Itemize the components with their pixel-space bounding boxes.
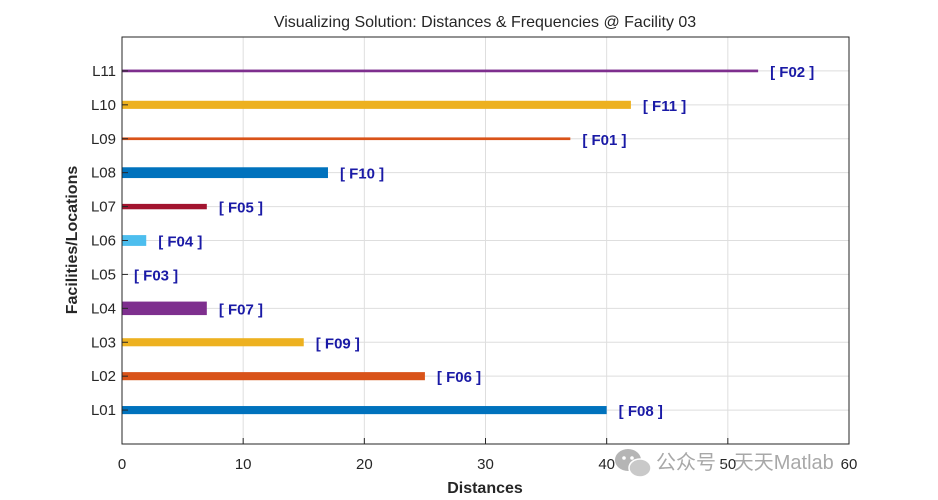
bar-l06 bbox=[122, 235, 147, 246]
y-tick-label: L01 bbox=[91, 402, 116, 419]
watermark-text: 公众号 · 天天Matlab bbox=[656, 451, 834, 474]
bar-data-label: [ F03 ] bbox=[134, 267, 178, 284]
y-tick-labels: L01 L02 L03 L04 L05 L06 L07 L08 L09 L10 L11 bbox=[91, 63, 128, 419]
y-axis-label: Facilities/Locations bbox=[64, 166, 81, 315]
y-tick-label: L08 bbox=[91, 165, 116, 182]
bar-data-label: [ F09 ] bbox=[316, 335, 360, 352]
x-tick-label: 10 bbox=[235, 456, 252, 473]
chart-title: Visualizing Solution: Distances & Freque… bbox=[274, 14, 696, 31]
y-tick-label: L11 bbox=[92, 63, 116, 80]
bar-l02 bbox=[122, 372, 425, 381]
x-tick-label: 40 bbox=[598, 456, 615, 473]
bar-data-label: [ F04 ] bbox=[158, 234, 202, 251]
watermark: 公众号 · 天天Matlab bbox=[615, 449, 834, 478]
bar-l09 bbox=[122, 137, 571, 141]
bar-l03 bbox=[122, 338, 304, 347]
y-tick-label: L03 bbox=[91, 334, 116, 351]
bar-l04 bbox=[122, 301, 207, 316]
bar-labels-group: [ F08 ] [ F06 ] [ F09 ] [ F07 ] [ F03 ] [ F04… bbox=[134, 64, 814, 420]
y-tick-label: L07 bbox=[91, 199, 116, 216]
y-tick-label: L09 bbox=[91, 131, 116, 148]
bar-data-label: [ F10 ] bbox=[340, 166, 384, 183]
y-tick-label: L05 bbox=[91, 266, 116, 283]
bars-group bbox=[122, 69, 759, 415]
bar-l07 bbox=[122, 203, 207, 210]
bar-data-label: [ F06 ] bbox=[437, 369, 481, 386]
x-tick-label: 50 bbox=[719, 456, 736, 473]
bar-l10 bbox=[122, 100, 631, 109]
y-tick-label: L10 bbox=[91, 97, 116, 114]
y-tick-label: L02 bbox=[91, 368, 116, 385]
wechat-icon bbox=[615, 449, 652, 478]
bar-data-label: [ F11 ] bbox=[643, 98, 686, 115]
y-tick-label: L06 bbox=[91, 233, 116, 250]
x-tick-label: 60 bbox=[841, 456, 858, 473]
bar-data-label: [ F01 ] bbox=[582, 132, 626, 149]
bar-data-label: [ F02 ] bbox=[770, 64, 814, 81]
bar-l08 bbox=[122, 167, 328, 179]
bar-l11 bbox=[122, 69, 759, 73]
x-axis-label: Distances bbox=[447, 480, 523, 497]
bar-l01 bbox=[122, 406, 607, 415]
x-tick-label: 0 bbox=[118, 456, 126, 473]
x-tick-label: 30 bbox=[477, 456, 494, 473]
bar-data-label: [ F08 ] bbox=[619, 403, 663, 420]
bar-data-label: [ F05 ] bbox=[219, 200, 263, 217]
bar-data-label: [ F07 ] bbox=[219, 301, 263, 318]
y-tick-label: L04 bbox=[91, 300, 116, 317]
x-tick-labels: 0 10 20 30 40 50 60 bbox=[118, 438, 858, 473]
x-tick-label: 20 bbox=[356, 456, 373, 473]
